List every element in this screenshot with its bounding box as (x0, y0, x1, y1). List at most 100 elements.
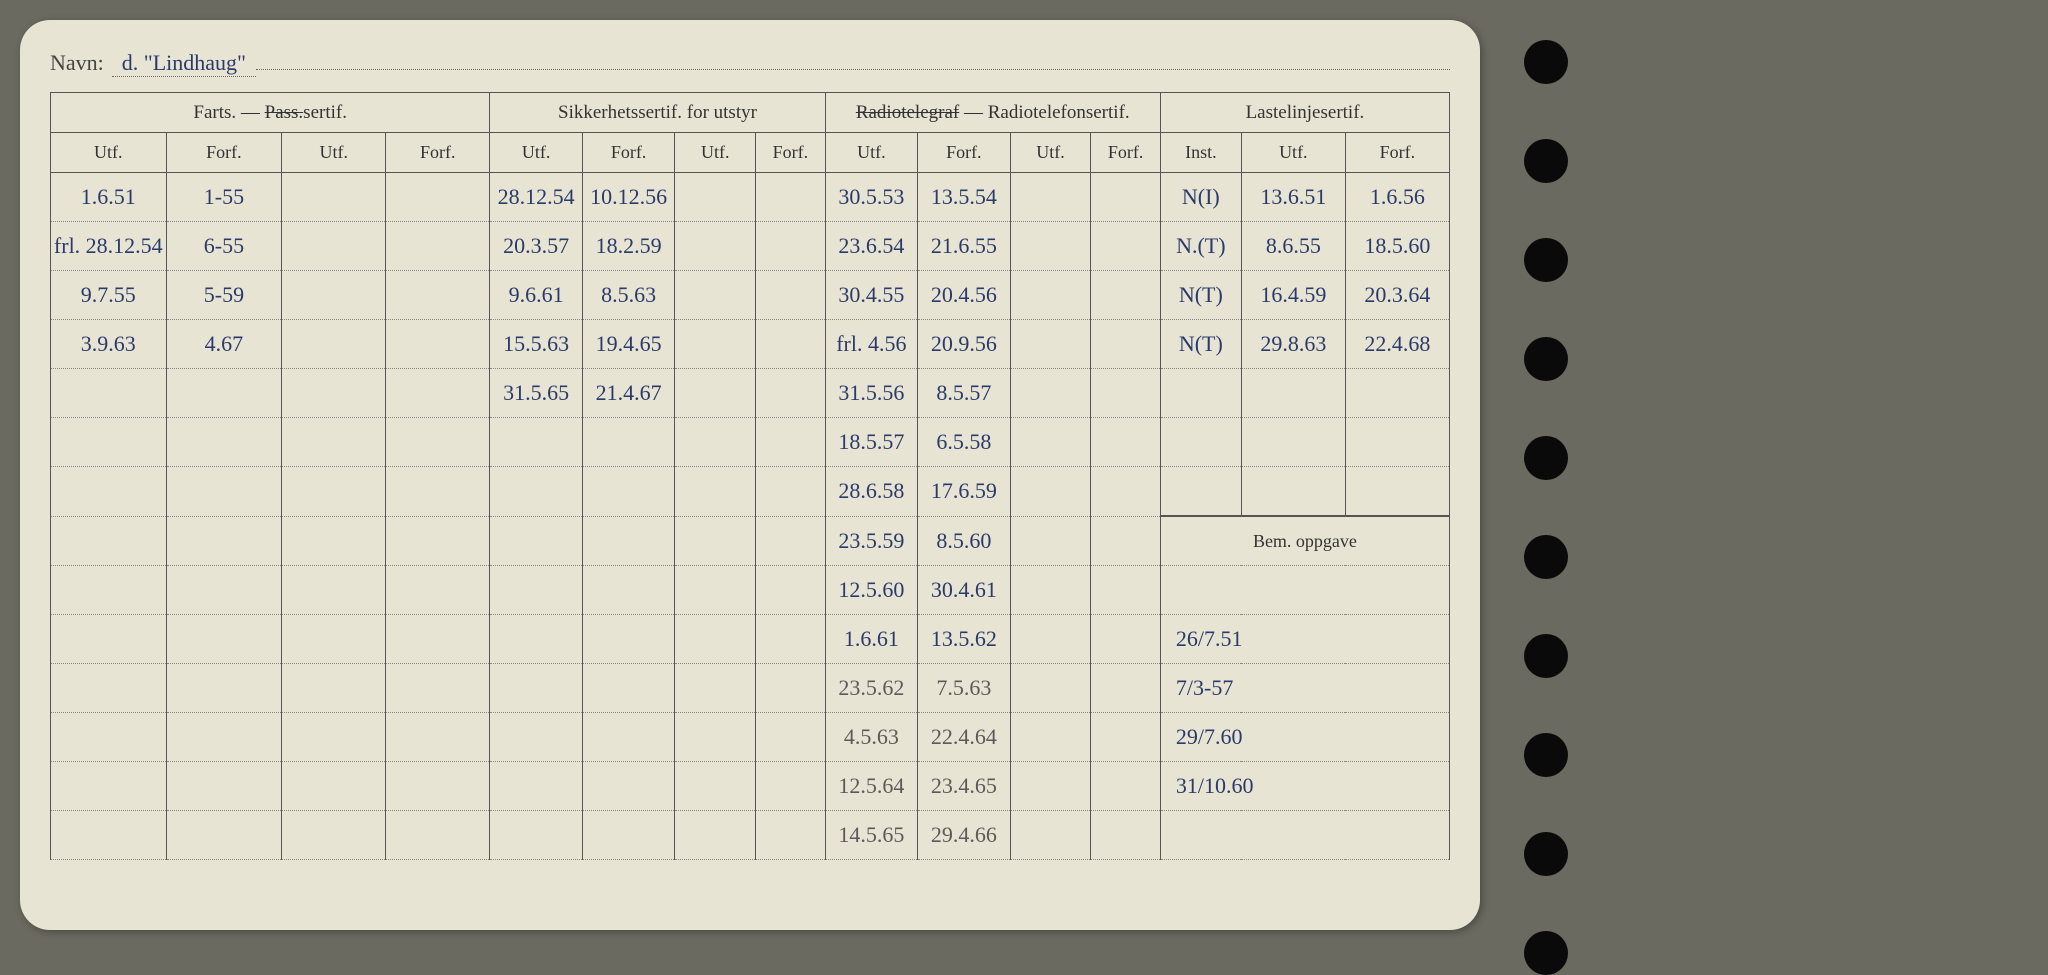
name-row: Navn: d. "Lindhaug" (50, 50, 1450, 77)
cell (756, 467, 825, 517)
cell (282, 811, 386, 860)
cell: 16.4.59 (1241, 271, 1345, 320)
cell (756, 713, 825, 762)
cell (282, 664, 386, 713)
cell: 6.5.58 (918, 418, 1010, 467)
handwritten-value: 8.5.60 (936, 528, 991, 553)
cell (582, 418, 674, 467)
table-row: 1.6.511-5528.12.5410.12.5630.5.5313.5.54… (51, 173, 1450, 222)
handwritten-value: 4.67 (205, 331, 244, 356)
handwritten-value: 30.4.55 (838, 282, 904, 307)
cell (386, 664, 490, 713)
cell: 20.9.56 (918, 320, 1010, 369)
cell (1010, 418, 1091, 467)
handwritten-value: 12.5.64 (838, 773, 904, 798)
cell (756, 222, 825, 271)
cell (166, 664, 282, 713)
bem-cell: 31/10.60 (1160, 762, 1449, 811)
cell (282, 271, 386, 320)
table-row: 31.5.6521.4.6731.5.568.5.57 (51, 369, 1450, 418)
handwritten-value: 18.5.57 (838, 429, 904, 454)
cell (675, 222, 756, 271)
cell (675, 762, 756, 811)
cell (386, 615, 490, 664)
handwritten-value: 8.5.57 (936, 380, 991, 405)
cell: 18.5.57 (825, 418, 917, 467)
cell (1345, 369, 1449, 418)
handwritten-value: 29.8.63 (1260, 331, 1326, 356)
cell: 1.6.61 (825, 615, 917, 664)
handwritten-value: 30.5.53 (838, 184, 904, 209)
cell (1010, 811, 1091, 860)
handwritten-value: 6.5.58 (936, 429, 991, 454)
bem-cell: 26/7.51 (1160, 615, 1449, 664)
cell (582, 713, 674, 762)
cell: 18.5.60 (1345, 222, 1449, 271)
bem-cell (1160, 811, 1449, 860)
cell: 12.5.60 (825, 566, 917, 615)
cell (675, 418, 756, 467)
handwritten-value: 23.4.65 (931, 773, 997, 798)
cell: 1-55 (166, 173, 282, 222)
cell (675, 566, 756, 615)
cell (756, 369, 825, 418)
cell: 28.6.58 (825, 467, 917, 517)
cell (1091, 369, 1160, 418)
cell (1091, 320, 1160, 369)
hole-icon (1524, 832, 1568, 876)
handwritten-value: 10.12.56 (590, 184, 667, 209)
name-label: Navn: (50, 50, 104, 76)
cell (386, 566, 490, 615)
cell (386, 271, 490, 320)
cell (386, 173, 490, 222)
cell: 20.3.57 (490, 222, 582, 271)
hole-icon (1524, 337, 1568, 381)
table-row: 23.5.598.5.60Bem. oppgave (51, 516, 1450, 566)
cell (1010, 467, 1091, 517)
cell (1091, 516, 1160, 566)
cell (166, 467, 282, 517)
cell: 31.5.56 (825, 369, 917, 418)
cell (675, 664, 756, 713)
cell (756, 811, 825, 860)
handwritten-value: 9.6.61 (509, 282, 564, 307)
cell (1160, 418, 1241, 467)
handwritten-value: N(T) (1179, 282, 1223, 307)
cell: 30.4.61 (918, 566, 1010, 615)
cell: 21.6.55 (918, 222, 1010, 271)
cell (490, 467, 582, 517)
cell (166, 811, 282, 860)
cell (1091, 222, 1160, 271)
col-r-forf1: Forf. (918, 133, 1010, 173)
cell (1091, 762, 1160, 811)
cell (51, 811, 167, 860)
table-row: 12.5.60 30.4.61 (51, 566, 1450, 615)
cell (1010, 222, 1091, 271)
cell (1010, 516, 1091, 566)
cell: 1.6.51 (51, 173, 167, 222)
table-row: 14.5.6529.4.66 (51, 811, 1450, 860)
table-row: 28.6.5817.6.59 (51, 467, 1450, 517)
cell (1010, 615, 1091, 664)
cell: 23.4.65 (918, 762, 1010, 811)
cell: 4.67 (166, 320, 282, 369)
cell (282, 222, 386, 271)
cell (1345, 467, 1449, 517)
handwritten-value: 12.5.60 (838, 577, 904, 602)
hole-icon (1524, 733, 1568, 777)
cell (1091, 713, 1160, 762)
table-row: 3.9.634.6715.5.6319.4.65frl. 4.5620.9.56… (51, 320, 1450, 369)
col-s-utf1: Utf. (490, 133, 582, 173)
cell (756, 418, 825, 467)
cell: N.(T) (1160, 222, 1241, 271)
col-s-forf1: Forf. (582, 133, 674, 173)
table-body: 1.6.511-5528.12.5410.12.5630.5.5313.5.54… (51, 173, 1450, 860)
hole-icon (1524, 634, 1568, 678)
cell (51, 369, 167, 418)
cell (51, 615, 167, 664)
cell (166, 566, 282, 615)
cell (1091, 664, 1160, 713)
cell (166, 418, 282, 467)
handwritten-value: 7/3-57 (1176, 675, 1233, 700)
cell (675, 369, 756, 418)
